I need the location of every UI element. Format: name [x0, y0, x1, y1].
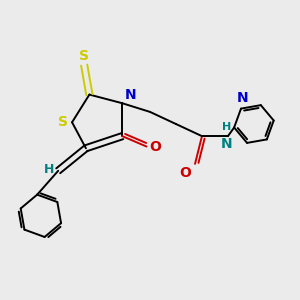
Text: S: S	[58, 115, 68, 129]
Text: N: N	[237, 91, 249, 105]
Text: N: N	[125, 88, 137, 101]
Text: N: N	[220, 137, 232, 151]
Text: O: O	[149, 140, 161, 154]
Text: H: H	[44, 163, 55, 176]
Text: O: O	[180, 166, 192, 180]
Text: S: S	[79, 50, 89, 63]
Text: H: H	[222, 122, 231, 132]
